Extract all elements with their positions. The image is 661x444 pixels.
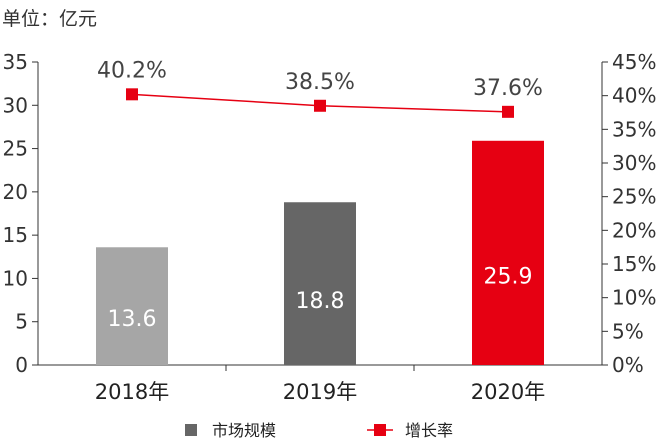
- right-tick-label: 25%: [612, 185, 656, 209]
- growth-rate-marker: [314, 99, 326, 112]
- category-label: 2018年: [95, 380, 169, 404]
- left-tick-label: 5: [15, 310, 28, 334]
- category-label: 2020年: [471, 380, 545, 404]
- bar-value-label: 25.9: [484, 264, 533, 289]
- left-tick-label: 10: [3, 266, 28, 290]
- growth-rate-marker: [502, 105, 514, 118]
- right-tick-label: 0%: [612, 353, 644, 377]
- left-tick-label: 0: [15, 353, 28, 377]
- left-tick-label: 20: [3, 180, 28, 204]
- bar: [96, 247, 168, 365]
- bar-value-label: 13.6: [108, 307, 157, 332]
- left-tick-label: 35: [3, 50, 28, 74]
- right-tick-label: 20%: [612, 218, 656, 242]
- right-tick-label: 15%: [612, 252, 656, 276]
- right-tick-label: 40%: [612, 84, 656, 108]
- line-series: 40.2% 38.5% 37.6%: [97, 58, 543, 118]
- legend-line-label: 增长率: [405, 421, 453, 440]
- left-axis-ticks: 0 5 10 15 20 25 30 35: [3, 50, 38, 377]
- right-tick-label: 10%: [612, 286, 656, 310]
- category-labels: 2018年 2019年 2020年: [95, 380, 545, 404]
- bar-series: 13.6 18.8 25.9: [96, 140, 544, 365]
- legend-bar-label: 市场规模: [212, 421, 276, 440]
- left-tick-label: 15: [3, 223, 28, 247]
- right-tick-label: 35%: [612, 117, 656, 141]
- legend-bar-swatch: [185, 424, 197, 436]
- growth-rate-label: 37.6%: [473, 76, 543, 101]
- right-axis-ticks: 0% 5% 10% 15% 20% 25% 30% 35% 40% 45%: [602, 50, 656, 377]
- category-label: 2019年: [283, 380, 357, 404]
- right-tick-label: 5%: [612, 319, 644, 343]
- bar-value-label: 18.8: [296, 289, 345, 314]
- unit-label: 单位：亿元: [2, 8, 97, 30]
- bar: [284, 202, 356, 365]
- right-tick-label: 30%: [612, 151, 656, 175]
- left-tick-label: 30: [3, 93, 28, 117]
- legend: 市场规模 增长率: [185, 421, 453, 440]
- legend-line-marker: [374, 424, 386, 436]
- growth-rate-label: 40.2%: [97, 58, 167, 83]
- right-tick-label: 45%: [612, 50, 656, 74]
- left-tick-label: 25: [3, 137, 28, 161]
- growth-rate-marker: [126, 88, 138, 101]
- bar: [472, 140, 544, 365]
- growth-rate-label: 38.5%: [285, 70, 355, 95]
